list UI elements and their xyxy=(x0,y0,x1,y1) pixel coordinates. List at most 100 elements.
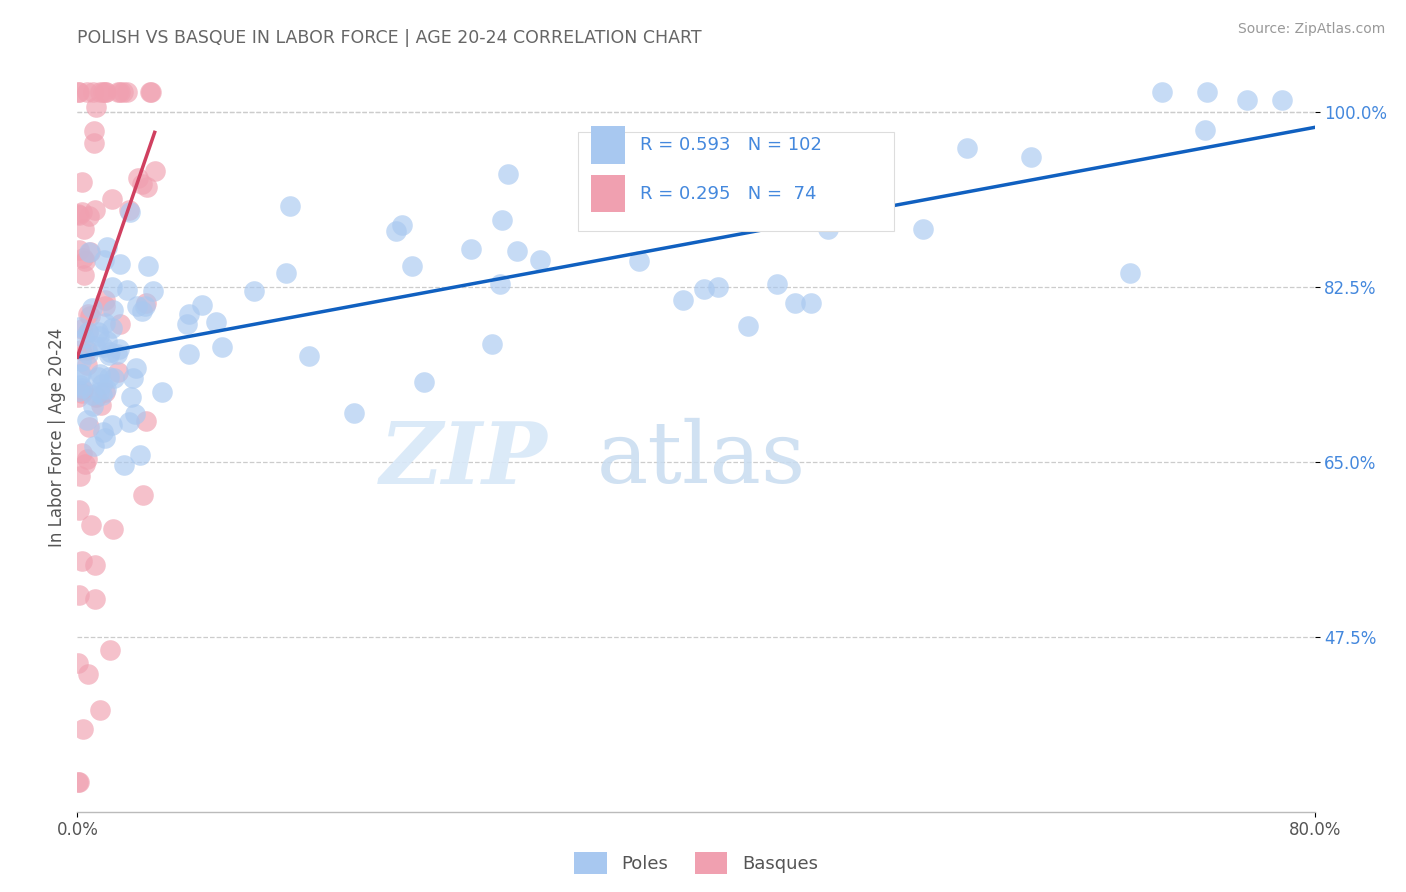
FancyBboxPatch shape xyxy=(578,132,894,231)
Point xyxy=(190,298,212,312)
Point xyxy=(90,398,112,412)
Point xyxy=(77,209,100,223)
Point xyxy=(628,253,651,268)
Point xyxy=(1236,93,1258,107)
Point xyxy=(391,218,413,232)
Point xyxy=(80,388,103,402)
Point xyxy=(91,388,114,402)
Point xyxy=(82,399,104,413)
Point xyxy=(100,642,122,657)
Point xyxy=(125,360,148,375)
Point xyxy=(785,296,807,310)
Point xyxy=(297,349,319,363)
Point xyxy=(66,774,89,789)
Point xyxy=(77,420,100,434)
Point xyxy=(76,413,98,427)
Point xyxy=(94,86,117,100)
Point xyxy=(108,257,131,271)
Point xyxy=(131,177,153,191)
Point xyxy=(97,370,120,384)
Point xyxy=(66,390,89,404)
Point xyxy=(72,554,94,568)
Point xyxy=(139,86,162,100)
Point xyxy=(73,458,96,472)
Point xyxy=(86,325,108,339)
Point xyxy=(491,212,513,227)
Point xyxy=(108,342,131,356)
Point xyxy=(69,468,91,483)
Point xyxy=(132,488,155,502)
Point xyxy=(121,370,143,384)
Point xyxy=(276,266,298,280)
Point xyxy=(94,382,117,396)
Point xyxy=(70,175,93,189)
Point xyxy=(800,296,823,310)
Text: R = 0.593   N = 102: R = 0.593 N = 102 xyxy=(640,136,823,153)
Point xyxy=(117,415,139,429)
Point xyxy=(1271,93,1294,107)
Point xyxy=(737,318,759,333)
Point xyxy=(136,260,159,274)
Text: POLISH VS BASQUE IN LABOR FORCE | AGE 20-24 CORRELATION CHART: POLISH VS BASQUE IN LABOR FORCE | AGE 20… xyxy=(77,29,702,47)
Point xyxy=(75,254,97,268)
Point xyxy=(842,199,865,213)
Point xyxy=(82,301,104,315)
Point xyxy=(72,383,94,397)
Point xyxy=(72,251,94,265)
Text: atlas: atlas xyxy=(598,418,806,501)
Point xyxy=(69,354,91,368)
Point xyxy=(67,588,90,602)
Point xyxy=(79,309,101,323)
Point xyxy=(87,384,110,399)
Point xyxy=(91,376,114,391)
Point xyxy=(529,252,551,267)
Point xyxy=(94,432,117,446)
Point xyxy=(73,331,96,345)
Point xyxy=(70,204,93,219)
Point xyxy=(76,307,98,321)
Point xyxy=(69,367,91,381)
Point xyxy=(955,141,977,155)
Bar xyxy=(591,175,626,212)
Point xyxy=(107,365,129,379)
Point xyxy=(96,240,118,254)
Point xyxy=(76,343,98,357)
Point xyxy=(413,376,436,390)
Point xyxy=(496,168,519,182)
Point xyxy=(72,446,94,460)
Point xyxy=(70,381,93,395)
Point xyxy=(84,390,107,404)
Point xyxy=(804,171,827,186)
Point xyxy=(98,347,121,361)
Point xyxy=(91,86,114,100)
Point xyxy=(73,268,96,282)
Point xyxy=(177,347,200,361)
Text: Source: ZipAtlas.com: Source: ZipAtlas.com xyxy=(1237,22,1385,37)
Point xyxy=(1150,86,1173,100)
Point xyxy=(66,86,89,100)
Point xyxy=(129,448,152,462)
Point xyxy=(94,299,117,313)
Point xyxy=(131,304,153,318)
Point xyxy=(120,390,142,404)
Point xyxy=(741,160,763,174)
Point xyxy=(460,242,482,256)
Point xyxy=(89,86,111,100)
Point xyxy=(135,295,157,310)
Point xyxy=(101,192,124,206)
Point xyxy=(278,199,301,213)
Point xyxy=(143,163,166,178)
Point xyxy=(108,86,131,100)
Point xyxy=(766,277,789,291)
Point xyxy=(69,343,91,357)
Point xyxy=(101,522,124,536)
Point xyxy=(70,368,93,382)
Text: R = 0.295   N =  74: R = 0.295 N = 74 xyxy=(640,185,817,202)
Point xyxy=(76,86,98,100)
Point xyxy=(91,340,114,354)
Point xyxy=(77,325,100,339)
Point xyxy=(135,414,157,428)
Point xyxy=(76,358,98,372)
Point xyxy=(111,86,134,100)
Point xyxy=(110,317,132,331)
